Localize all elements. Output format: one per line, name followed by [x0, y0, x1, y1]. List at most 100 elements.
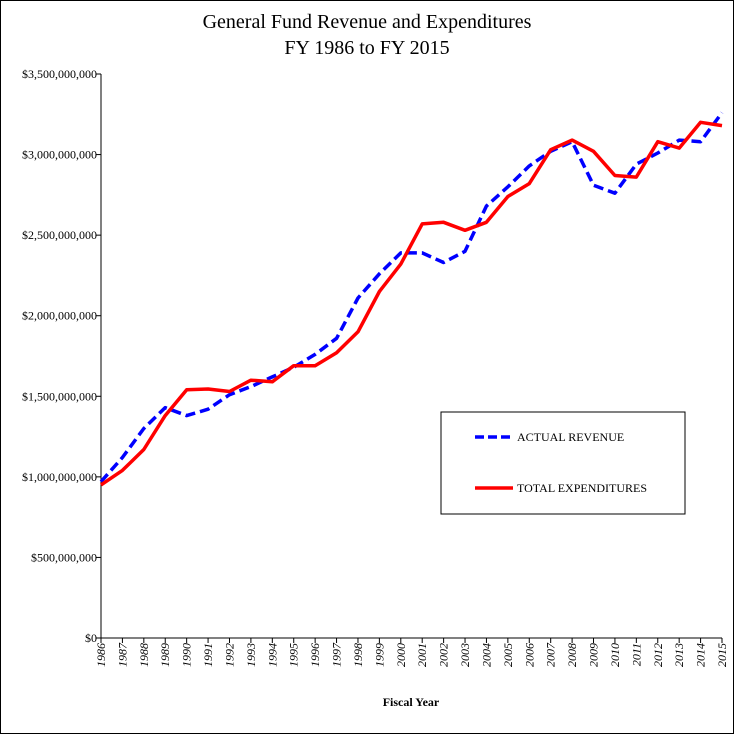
legend: ACTUAL REVENUE TOTAL EXPENDITURES [440, 411, 686, 515]
data-point [700, 122, 701, 123]
data-point [143, 449, 144, 450]
data-point [400, 264, 401, 265]
data-point [186, 389, 187, 390]
x-tick-label: 2000 [394, 643, 408, 667]
data-point [657, 141, 658, 142]
data-point [143, 428, 144, 429]
x-tick-label: 2015 [715, 643, 729, 667]
data-point [357, 331, 358, 332]
data-point [165, 407, 166, 408]
data-point [101, 481, 102, 482]
data-point [422, 223, 423, 224]
data-point [529, 183, 530, 184]
data-point [186, 415, 187, 416]
data-point [443, 262, 444, 263]
data-point [122, 457, 123, 458]
y-tick-label: $2,000,000,000 [22, 309, 97, 323]
x-tick-label: 2013 [672, 643, 686, 667]
y-tick-label: $3,500,000,000 [22, 67, 97, 81]
x-tick-label: 1987 [115, 642, 129, 667]
x-tick-label: 2009 [587, 643, 601, 667]
x-tick-label: 1988 [137, 643, 151, 667]
data-point [679, 140, 680, 141]
y-tick-label: $3,000,000,000 [22, 148, 97, 162]
data-point [700, 141, 701, 142]
data-point [250, 380, 251, 381]
x-tick-label: 1992 [222, 643, 236, 667]
data-point [208, 389, 209, 390]
series-line-actual-revenue [99, 111, 724, 483]
x-tick-label: 1997 [330, 642, 344, 667]
data-point [357, 297, 358, 298]
data-point [229, 391, 230, 392]
data-point [379, 291, 380, 292]
data-point [550, 149, 551, 150]
series-line-total-expenditures [100, 120, 723, 487]
data-point [208, 409, 209, 410]
x-tick-label: 1995 [287, 643, 301, 667]
legend-box [440, 411, 686, 515]
data-point [614, 193, 615, 194]
series-layer [99, 111, 724, 487]
x-tick-label: 1989 [158, 643, 172, 667]
x-tick-label: 1999 [372, 643, 386, 667]
data-point [636, 177, 637, 178]
x-tick-label: 1994 [265, 643, 279, 667]
data-point [593, 151, 594, 152]
data-point [722, 112, 723, 113]
data-point [486, 206, 487, 207]
y-tick-label: $0 [85, 631, 97, 645]
data-point [165, 415, 166, 416]
x-tick-label: 1993 [244, 643, 258, 667]
x-axis: 1986 1987 1988 1989 1990 1991 1992 1993 1994 1995… [94, 637, 729, 667]
x-tick-label: 2010 [608, 643, 622, 667]
data-point [315, 354, 316, 355]
data-point [465, 251, 466, 252]
x-tick-label: 2002 [437, 643, 451, 667]
data-point [293, 365, 294, 366]
x-axis-label: Fiscal Year [383, 695, 440, 709]
data-point [657, 152, 658, 153]
data-point [379, 273, 380, 274]
y-tick-label: $1,500,000,000 [22, 389, 97, 403]
x-tick-label: 1996 [308, 643, 322, 667]
data-point [572, 140, 573, 141]
y-tick-label: $500,000,000 [31, 550, 97, 564]
data-point [507, 196, 508, 197]
x-tick-label: 2008 [565, 643, 579, 667]
data-point [122, 470, 123, 471]
y-tick-label: $1,000,000,000 [22, 470, 97, 484]
legend-label-actual-revenue: ACTUAL REVENUE [517, 430, 624, 444]
data-point [614, 175, 615, 176]
data-point [272, 381, 273, 382]
data-point [679, 148, 680, 149]
data-point [443, 222, 444, 223]
data-point [722, 125, 723, 126]
chart-subtitle: FY 1986 to FY 2015 [284, 37, 449, 59]
data-point [507, 186, 508, 187]
x-tick-label: 2011 [629, 643, 643, 666]
data-point [465, 230, 466, 231]
data-point [229, 394, 230, 395]
data-point [400, 252, 401, 253]
x-tick-label: 2006 [522, 643, 536, 667]
x-tick-label: 1990 [180, 643, 194, 667]
data-point [101, 484, 102, 485]
data-point [593, 185, 594, 186]
x-tick-label: 2001 [415, 643, 429, 667]
x-tick-label: 2014 [694, 643, 708, 667]
x-tick-label: 2007 [544, 642, 558, 667]
data-point [486, 222, 487, 223]
x-tick-label: 2005 [501, 643, 515, 667]
data-point [336, 352, 337, 353]
x-tick-label: 2004 [479, 643, 493, 667]
y-axis: $0 $500,000,000 $1,000,000,000 $1,500,000,0… [22, 67, 102, 645]
y-tick-label: $2,500,000,000 [22, 228, 97, 242]
x-tick-label: 2012 [651, 643, 665, 667]
data-point [529, 165, 530, 166]
data-point [422, 252, 423, 253]
data-point [636, 164, 637, 165]
data-point [315, 365, 316, 366]
